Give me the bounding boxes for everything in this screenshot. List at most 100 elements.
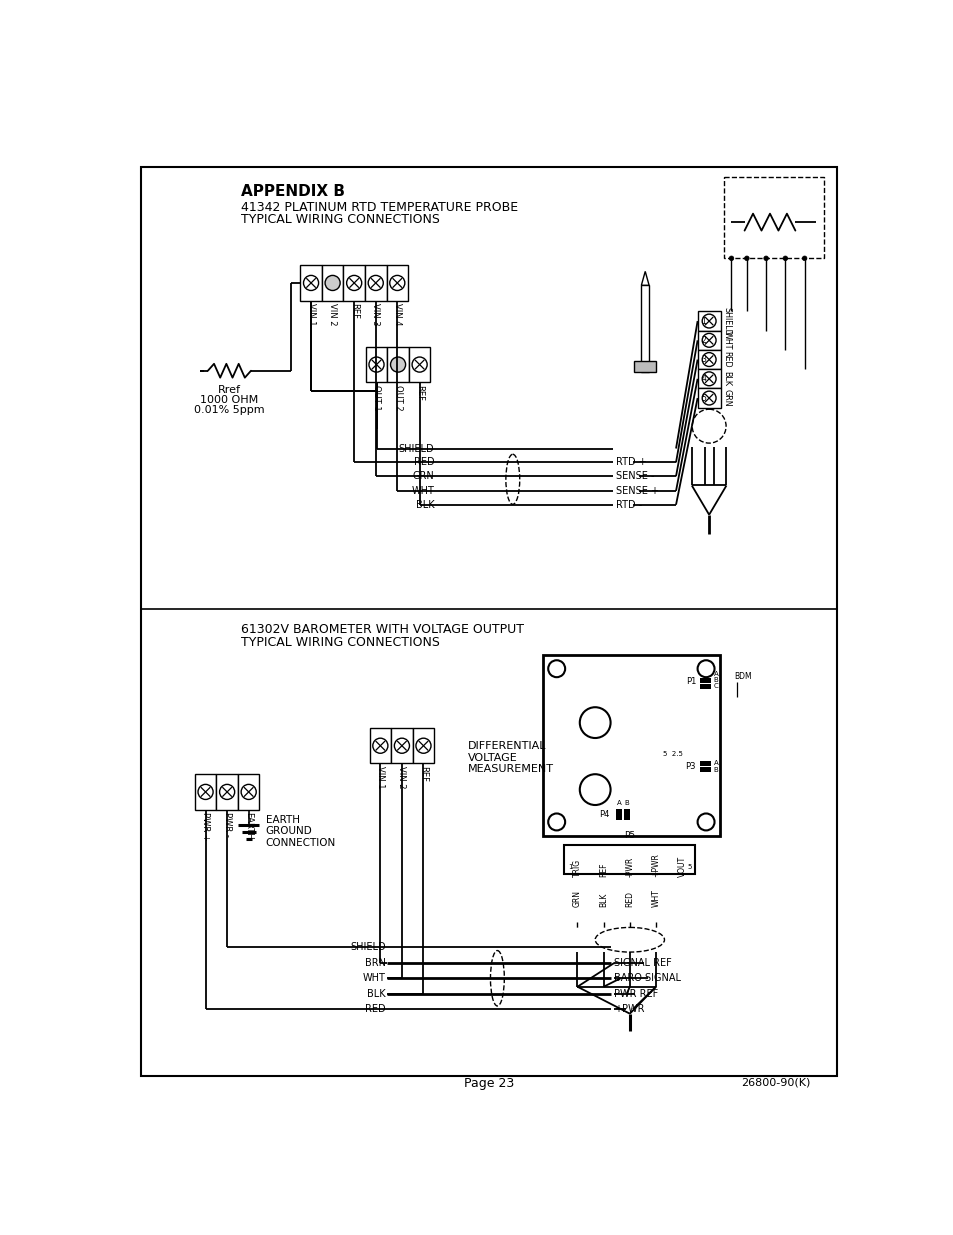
Text: GRN: GRN xyxy=(721,389,730,406)
Text: WHT: WHT xyxy=(721,331,730,350)
Text: RED: RED xyxy=(721,351,730,368)
Text: 5: 5 xyxy=(686,863,691,869)
Bar xyxy=(697,389,720,408)
Circle shape xyxy=(394,739,409,753)
Circle shape xyxy=(697,814,714,830)
Circle shape xyxy=(697,661,714,677)
Text: 3: 3 xyxy=(700,356,705,364)
Text: GRN: GRN xyxy=(412,472,434,482)
Text: WHT: WHT xyxy=(411,485,434,495)
Text: WHT: WHT xyxy=(651,889,659,906)
Text: BLK: BLK xyxy=(598,892,607,906)
Text: 26800-90(K): 26800-90(K) xyxy=(740,1077,810,1087)
Text: RTD -: RTD - xyxy=(616,500,641,510)
Circle shape xyxy=(701,353,716,367)
Circle shape xyxy=(303,275,318,290)
Text: VOUT: VOUT xyxy=(677,856,686,877)
Bar xyxy=(237,774,259,810)
Text: SHIELD: SHIELD xyxy=(350,942,385,952)
Text: REF: REF xyxy=(350,303,358,319)
Text: P4: P4 xyxy=(598,810,609,819)
Text: REF: REF xyxy=(598,863,607,877)
Circle shape xyxy=(782,256,787,261)
Text: P3: P3 xyxy=(685,762,696,771)
Text: 4: 4 xyxy=(700,374,705,383)
Text: Rref: Rref xyxy=(217,384,241,395)
Bar xyxy=(369,727,391,763)
Circle shape xyxy=(701,314,716,329)
Circle shape xyxy=(373,739,388,753)
Circle shape xyxy=(346,275,361,290)
Text: SENSE +: SENSE + xyxy=(616,485,659,495)
Text: EARTH: EARTH xyxy=(244,811,253,840)
Bar xyxy=(623,809,629,820)
Circle shape xyxy=(416,739,431,753)
Bar xyxy=(365,266,386,300)
Text: PWR REF: PWR REF xyxy=(613,989,658,999)
Circle shape xyxy=(412,357,427,372)
Text: VIN 1: VIN 1 xyxy=(375,766,384,788)
Text: +PWR: +PWR xyxy=(613,1004,643,1014)
Text: BLK: BLK xyxy=(367,989,385,999)
Bar xyxy=(386,266,408,300)
Circle shape xyxy=(579,774,610,805)
Text: RED: RED xyxy=(624,890,634,906)
Text: -PWR: -PWR xyxy=(624,857,634,877)
Circle shape xyxy=(368,275,383,290)
Bar xyxy=(409,347,430,383)
Bar xyxy=(700,672,710,677)
Bar xyxy=(697,311,720,331)
Text: 0.01% 5ppm: 0.01% 5ppm xyxy=(193,405,265,415)
Text: SIGNAL REF: SIGNAL REF xyxy=(613,958,671,968)
Text: A: A xyxy=(713,761,718,767)
Circle shape xyxy=(390,275,404,290)
Text: SENSE -: SENSE - xyxy=(616,472,654,482)
Circle shape xyxy=(579,708,610,739)
Text: WHT: WHT xyxy=(362,973,385,983)
Text: 41342 PLATINUM RTD TEMPERATURE PROBE: 41342 PLATINUM RTD TEMPERATURE PROBE xyxy=(241,200,517,214)
Text: VIN 4: VIN 4 xyxy=(393,303,401,326)
Text: P1: P1 xyxy=(685,677,696,685)
Circle shape xyxy=(701,391,716,405)
Bar xyxy=(697,331,720,350)
Text: 61302V BAROMETER WITH VOLTAGE OUTPUT: 61302V BAROMETER WITH VOLTAGE OUTPUT xyxy=(241,622,523,636)
Text: VIN 1: VIN 1 xyxy=(306,303,315,326)
Text: OUT 2: OUT 2 xyxy=(394,384,402,410)
Text: RTD +: RTD + xyxy=(616,457,646,467)
Circle shape xyxy=(763,256,767,261)
Text: PWR -: PWR - xyxy=(222,811,232,837)
Bar xyxy=(700,678,710,683)
Text: REF: REF xyxy=(415,384,424,400)
Circle shape xyxy=(219,784,234,799)
Text: 1000 OHM: 1000 OHM xyxy=(200,395,258,405)
Text: DIFFERENTIAL
VOLTAGE
MEASUREMENT: DIFFERENTIAL VOLTAGE MEASUREMENT xyxy=(468,741,554,774)
Bar xyxy=(634,361,656,372)
Bar xyxy=(216,774,237,810)
Text: BLK: BLK xyxy=(721,372,730,387)
Circle shape xyxy=(390,357,405,372)
Bar xyxy=(723,178,823,258)
Text: BRN: BRN xyxy=(364,958,385,968)
Text: 2: 2 xyxy=(700,336,705,345)
Bar xyxy=(697,369,720,389)
Text: PWR +: PWR + xyxy=(201,811,210,841)
Text: B: B xyxy=(713,767,718,773)
Bar xyxy=(391,727,413,763)
Text: EARTH
GROUND
CONNECTION: EARTH GROUND CONNECTION xyxy=(265,815,335,847)
Text: BDM: BDM xyxy=(733,672,751,680)
Circle shape xyxy=(548,814,564,830)
Text: B: B xyxy=(623,800,628,805)
Circle shape xyxy=(325,275,340,290)
Bar xyxy=(300,266,321,300)
Circle shape xyxy=(548,661,564,677)
Text: SHIELD: SHIELD xyxy=(721,306,730,336)
Bar xyxy=(700,767,710,772)
Text: TYPICAL WIRING CONNECTIONS: TYPICAL WIRING CONNECTIONS xyxy=(241,212,439,226)
Bar xyxy=(365,347,387,383)
Text: 5  2.5: 5 2.5 xyxy=(662,751,682,757)
Bar xyxy=(194,774,216,810)
Circle shape xyxy=(728,256,733,261)
Circle shape xyxy=(241,784,256,799)
Text: B: B xyxy=(713,677,718,683)
Bar xyxy=(413,727,434,763)
